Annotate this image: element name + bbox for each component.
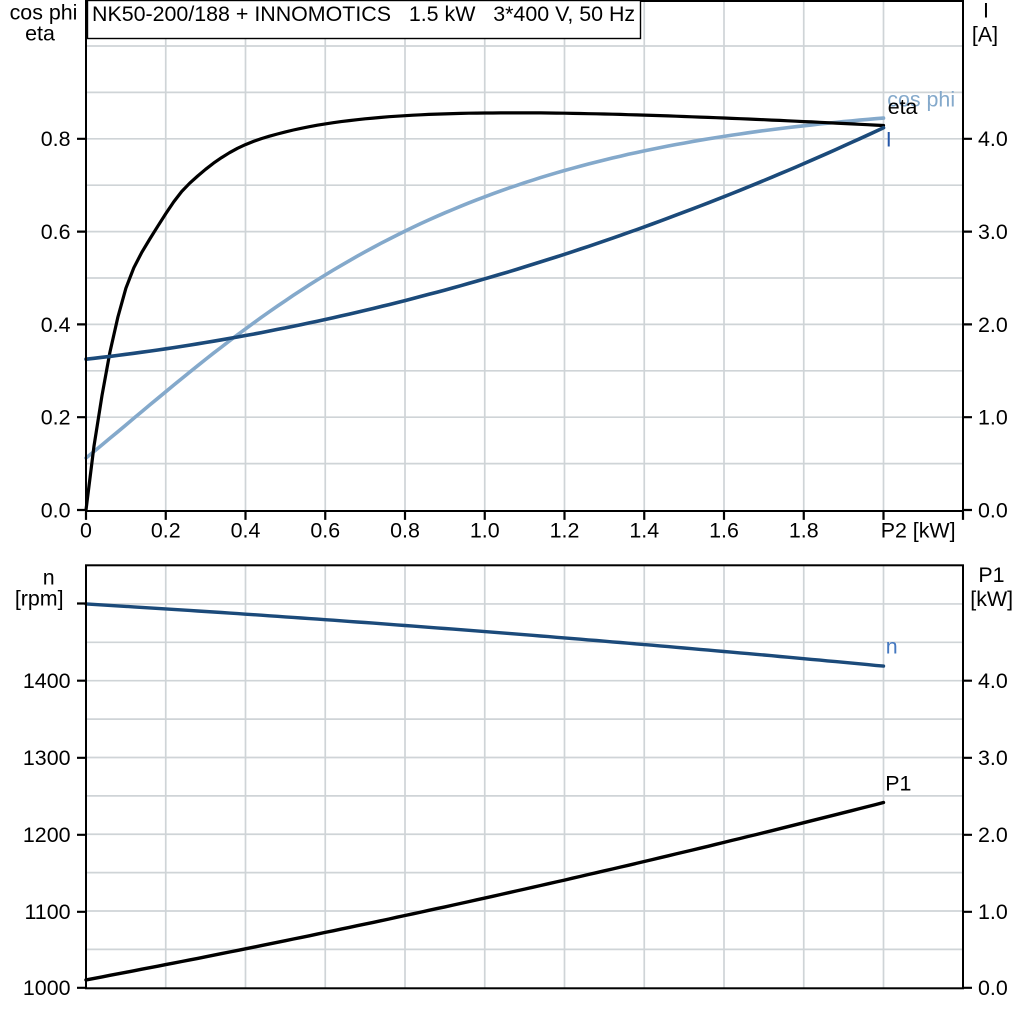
svg-text:0.0: 0.0 — [978, 976, 1008, 1000]
svg-text:0.0: 0.0 — [978, 498, 1008, 522]
svg-text:1.0: 1.0 — [978, 900, 1008, 924]
svg-text:0.2: 0.2 — [41, 406, 71, 430]
svg-text:P1: P1 — [978, 563, 1004, 587]
svg-text:4.0: 4.0 — [978, 127, 1008, 151]
svg-text:NK50-200/188 + INNOMOTICS 1.: NK50-200/188 + INNOMOTICS 1.5 kW 3*400 V… — [92, 2, 635, 26]
svg-text:0.8: 0.8 — [390, 519, 420, 543]
svg-text:eta: eta — [25, 22, 55, 46]
svg-text:0.8: 0.8 — [41, 127, 71, 151]
svg-text:0.6: 0.6 — [41, 220, 71, 244]
svg-text:1.6: 1.6 — [709, 519, 739, 543]
svg-text:[A]: [A] — [972, 23, 998, 47]
svg-text:1100: 1100 — [25, 900, 71, 924]
svg-text:1400: 1400 — [23, 669, 71, 693]
svg-text:0.4: 0.4 — [231, 519, 261, 543]
svg-text:2.0: 2.0 — [978, 313, 1008, 337]
svg-text:1.2: 1.2 — [550, 519, 580, 543]
svg-text:P2 [kW]: P2 [kW] — [881, 519, 956, 543]
svg-text:eta: eta — [888, 95, 918, 119]
svg-text:1.8: 1.8 — [789, 519, 819, 543]
svg-text:1000: 1000 — [23, 976, 71, 1000]
svg-text:I: I — [886, 128, 892, 152]
svg-text:P1: P1 — [885, 772, 911, 796]
svg-text:1.0: 1.0 — [470, 519, 500, 543]
svg-text:0.0: 0.0 — [41, 498, 71, 522]
svg-text:3.0: 3.0 — [978, 220, 1008, 244]
svg-text:2.0: 2.0 — [978, 823, 1008, 847]
svg-text:0.4: 0.4 — [41, 313, 71, 337]
svg-text:[kW]: [kW] — [970, 587, 1013, 611]
svg-text:0.6: 0.6 — [310, 519, 340, 543]
svg-text:[rpm]: [rpm] — [15, 587, 64, 611]
svg-text:3.0: 3.0 — [978, 746, 1008, 770]
svg-text:4.0: 4.0 — [978, 669, 1008, 693]
svg-text:I: I — [983, 0, 989, 23]
svg-text:cos phi: cos phi — [10, 1, 78, 25]
svg-text:1300: 1300 — [23, 746, 71, 770]
svg-text:1.0: 1.0 — [978, 406, 1008, 430]
svg-text:1200: 1200 — [23, 823, 71, 847]
svg-text:n: n — [886, 634, 898, 658]
svg-text:0: 0 — [80, 519, 92, 543]
svg-text:1.4: 1.4 — [629, 519, 659, 543]
svg-text:cos phi: cos phi — [887, 88, 955, 112]
svg-text:0.2: 0.2 — [151, 519, 181, 543]
svg-text:n: n — [43, 566, 55, 590]
